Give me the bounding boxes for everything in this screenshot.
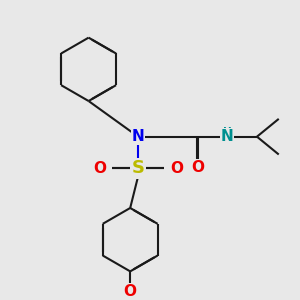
- Text: O: O: [170, 161, 183, 176]
- Text: O: O: [93, 161, 106, 176]
- Text: H: H: [223, 127, 232, 137]
- Text: S: S: [132, 159, 145, 177]
- Text: O: O: [191, 160, 204, 175]
- Text: N: N: [132, 129, 145, 144]
- Text: O: O: [124, 284, 137, 299]
- Text: N: N: [221, 129, 234, 144]
